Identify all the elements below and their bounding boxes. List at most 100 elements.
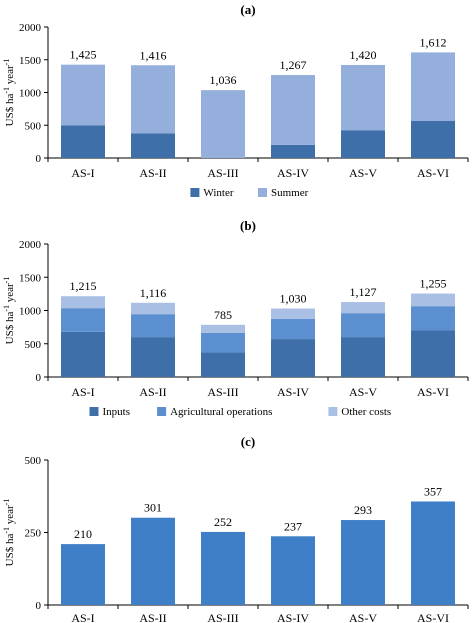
- bar-summer-as-iv: [271, 75, 315, 145]
- y-tick-label: 1000: [19, 306, 42, 318]
- bar-summer-as-ii: [131, 65, 175, 134]
- category-label: AS-VI: [417, 385, 449, 399]
- bar-value-as-vi: [411, 501, 455, 605]
- legend-label: Winter: [203, 187, 233, 199]
- y-tick-label: 500: [25, 339, 42, 351]
- bar-value-as-i: [61, 544, 105, 605]
- bar-value-as-iv: [271, 536, 315, 605]
- data-label: 357: [424, 484, 442, 498]
- category-label: AS-IV: [277, 385, 309, 399]
- bar-inputs-as-i: [61, 331, 105, 377]
- y-axis-label-part: -1: [2, 87, 11, 94]
- bar-inputs-as-vi: [411, 330, 455, 377]
- y-axis-label-part: year: [4, 65, 16, 87]
- bar-summer-as-i: [61, 64, 105, 126]
- data-label: 237: [284, 519, 302, 533]
- data-label: 293: [354, 503, 372, 517]
- category-label: AS-I: [71, 166, 94, 180]
- bar-other-costs-as-iv: [271, 308, 315, 319]
- legend-label: Agricultural operations: [170, 406, 272, 418]
- legend-swatch: [328, 407, 338, 416]
- data-label: 301: [144, 501, 162, 515]
- data-label: 1,036: [210, 73, 237, 87]
- data-label: 1,416: [140, 48, 167, 62]
- bar-inputs-as-ii: [131, 337, 175, 377]
- y-axis-label: US$ ha-1 year-1: [2, 59, 17, 127]
- category-label: AS-II: [139, 611, 166, 623]
- data-label: 1,127: [350, 285, 377, 299]
- bar-winter-as-i: [61, 125, 105, 158]
- category-label: AS-I: [71, 611, 94, 623]
- bar-value-as-v: [341, 520, 385, 605]
- legend-label: Inputs: [103, 406, 131, 418]
- data-label: 1,030: [280, 292, 307, 306]
- bar-summer-as-vi: [411, 52, 455, 121]
- y-tick-label: 2000: [19, 22, 42, 34]
- panel-title: (c): [241, 434, 255, 449]
- bar-agricultural-operations-as-ii: [131, 314, 175, 338]
- data-label: 1,612: [420, 35, 447, 49]
- category-label: AS-IV: [277, 611, 309, 623]
- data-label: 1,425: [70, 48, 97, 62]
- bar-winter-as-iv: [271, 144, 315, 158]
- panel-title: (b): [240, 218, 256, 233]
- bar-other-costs-as-ii: [131, 302, 175, 315]
- bar-agricultural-operations-as-i: [61, 308, 105, 332]
- category-label: AS-IV: [277, 166, 309, 180]
- data-label: 1,420: [350, 48, 377, 62]
- y-axis-label: US$ ha-1 year-1: [2, 277, 17, 345]
- y-axis-label-part: -1: [2, 527, 11, 534]
- data-label: 252: [214, 515, 232, 529]
- data-label: 1,215: [70, 279, 97, 293]
- bar-agricultural-operations-as-iv: [271, 318, 315, 340]
- bar-other-costs-as-v: [341, 302, 385, 314]
- y-axis-label-part: US$ ha: [4, 94, 16, 127]
- bar-other-costs-as-i: [61, 296, 105, 309]
- bar-agricultural-operations-as-v: [341, 313, 385, 338]
- panel-title: (a): [240, 2, 255, 17]
- y-tick-label: 2000: [19, 239, 42, 251]
- bar-value-as-iii: [201, 531, 245, 605]
- y-axis-label-part: -1: [2, 305, 11, 312]
- y-axis-label-part: -1: [2, 499, 11, 506]
- y-tick-label: 0: [36, 153, 42, 165]
- category-label: AS-VI: [417, 166, 449, 180]
- y-axis-label-part: US$ ha: [4, 312, 16, 345]
- y-tick-label: 1500: [19, 272, 42, 284]
- category-label: AS-III: [207, 166, 238, 180]
- legend-label: Other costs: [341, 406, 391, 418]
- data-label: 1,267: [280, 58, 307, 72]
- y-axis-label-part: -1: [2, 277, 11, 284]
- data-label: 210: [74, 527, 92, 541]
- bar-summer-as-iii: [201, 90, 245, 158]
- category-label: AS-VI: [417, 611, 449, 623]
- legend: Winter Summer: [190, 187, 309, 199]
- y-axis-label-part: US$ ha: [4, 534, 16, 567]
- bar-agricultural-operations-as-iii: [201, 332, 245, 353]
- bar-inputs-as-iv: [271, 339, 315, 377]
- category-label: AS-II: [139, 166, 166, 180]
- data-label: 785: [214, 308, 232, 322]
- legend-label: Summer: [271, 187, 309, 199]
- bar-other-costs-as-vi: [411, 293, 455, 307]
- legend-swatch: [89, 407, 99, 416]
- bar-agricultural-operations-as-vi: [411, 306, 455, 331]
- bar-inputs-as-iii: [201, 352, 245, 377]
- bar-summer-as-v: [341, 64, 385, 131]
- category-label: AS-V: [349, 385, 377, 399]
- category-label: AS-II: [139, 385, 166, 399]
- category-label: AS-V: [349, 611, 377, 623]
- legend-swatch: [157, 407, 167, 416]
- category-label: AS-I: [71, 385, 94, 399]
- y-tick-label: 500: [25, 455, 42, 467]
- category-label: AS-III: [207, 611, 238, 623]
- y-tick-label: 0: [36, 372, 42, 384]
- y-axis-label-part: year: [4, 283, 16, 305]
- bar-value-as-ii: [131, 517, 175, 605]
- y-axis-label-part: year: [4, 505, 16, 527]
- y-axis-label: US$ ha-1 year-1: [2, 499, 17, 567]
